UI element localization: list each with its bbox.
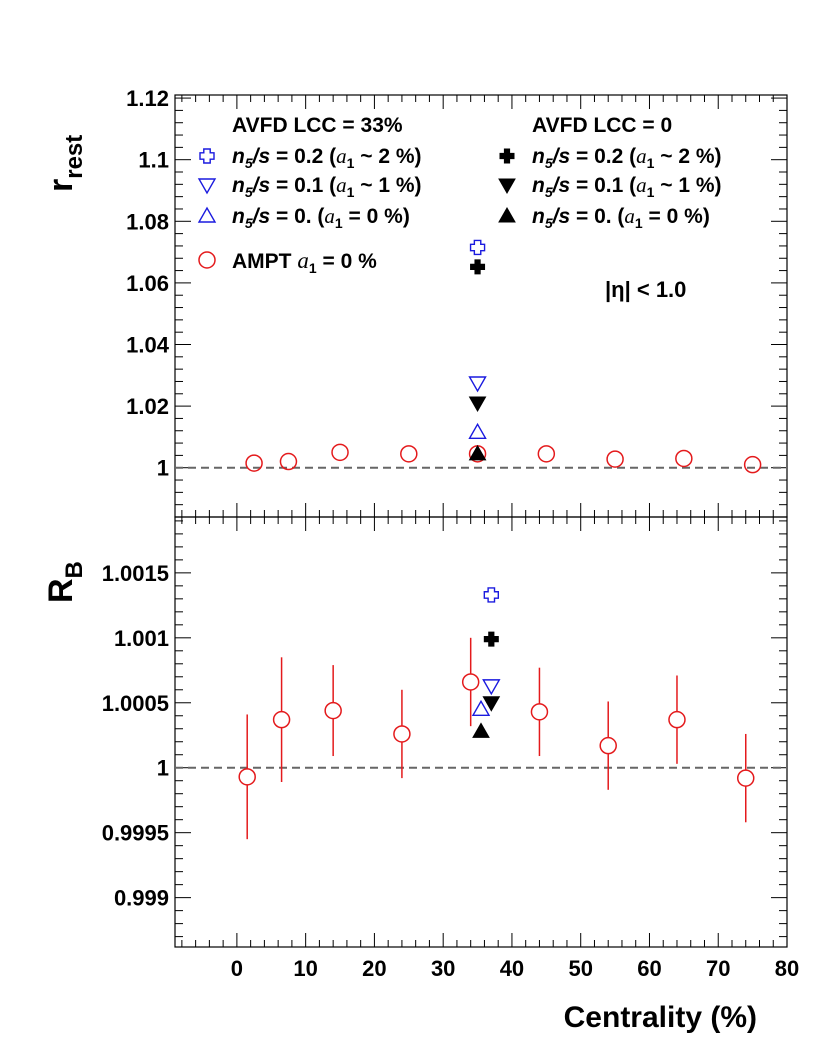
legend-row-0-left: n5/s = 0.2 (a1 ~ 2 %): [232, 144, 422, 171]
bottom-point-filled-cross: [483, 631, 499, 647]
legend-row-1-left: n5/s = 0.1 (a1 ~ 1 %): [232, 173, 422, 200]
top-y-tick-label: 1.1: [138, 148, 169, 173]
legend-row-1-right: n5/s = 0.1 (a1 ~ 1 %): [532, 173, 722, 200]
top-y-tick-label: 1.08: [126, 209, 169, 234]
x-tick-label: 50: [568, 956, 592, 981]
top-y-axis-title: rrest: [42, 135, 88, 192]
bottom-point-filled-tri-up: [472, 722, 490, 738]
x-tick-label: 30: [431, 956, 455, 981]
bottom-point-open-circle: [736, 769, 755, 787]
top-point-open-circle: [279, 452, 298, 471]
top-point-filled-tri-down: [468, 396, 487, 413]
legend-row-0-right: n5/s = 0.2 (a1 ~ 2 %): [532, 144, 722, 171]
legend-marker-open-tri-down: [197, 178, 217, 195]
bottom-y-tick-label: 1: [157, 756, 169, 781]
legend: AVFD LCC = 33% AVFD LCC = 0 n5/s = 0.2 (…: [197, 114, 722, 276]
bottom-point-open-cross: [483, 587, 500, 603]
bottom-point-open-circle: [393, 725, 411, 743]
top-point-open-tri-down: [468, 376, 487, 393]
bottom-y-tick-label: 0.9995: [102, 821, 169, 846]
top-y-tick-label: 1.06: [126, 271, 169, 296]
legend-row-2-left: n5/s = 0. (a1 = 0 %): [232, 204, 410, 231]
bottom-point-open-circle: [272, 710, 291, 729]
legend-header-lcc0: AVFD LCC = 0: [532, 114, 672, 137]
legend-marker-filled-tri-up: [498, 206, 516, 223]
top-y-axis-sub: rest: [61, 135, 88, 179]
top-point-open-circle: [537, 445, 556, 463]
legend-row-2: n5/s = 0. (a1 = 0 %) n5/s = 0. (a1 = 0 %…: [232, 204, 710, 231]
legend-markers: [197, 148, 516, 269]
top-y-tick-label: 1.04: [126, 333, 170, 358]
legend-marker-filled-tri-down: [498, 178, 516, 195]
top-point-open-tri-up: [468, 422, 487, 439]
legend-row-2-right: n5/s = 0. (a1 = 0 %): [532, 204, 710, 231]
top-data-points: [245, 239, 762, 474]
x-tick-label: 80: [775, 956, 799, 981]
legend-marker-open-cross: [199, 148, 215, 164]
bottom-point-open-circle: [324, 701, 342, 720]
top-y-axis-main: r: [42, 179, 80, 192]
top-axis-ticks: [175, 95, 788, 518]
bottom-y-tick-label: 1.001: [114, 626, 169, 651]
bottom-y-tick-label: 1.0015: [102, 561, 169, 586]
top-point-open-circle: [400, 445, 418, 463]
top-point-filled-cross: [470, 259, 486, 275]
bottom-axis-ticks: [175, 517, 788, 947]
top-point-open-circle: [606, 450, 624, 468]
x-tick-label: 70: [706, 956, 730, 981]
legend-marker-open-circle: [198, 251, 216, 269]
eta-annotation: |η| < 1.0: [605, 277, 686, 302]
top-point-open-circle: [245, 454, 263, 472]
top-y-tick-label: 1.02: [126, 394, 169, 419]
legend-marker-open-tri-up: [197, 206, 217, 223]
x-tick-label: 40: [500, 956, 524, 981]
legend-row-0: n5/s = 0.2 (a1 ~ 2 %) n5/s = 0.2 (a1 ~ 2…: [232, 144, 722, 171]
top-y-tick-label: 1.12: [126, 86, 169, 111]
top-point-open-cross: [469, 239, 486, 256]
bottom-point-open-circle: [238, 768, 256, 786]
x-axis-title: Centrality (%): [564, 1001, 757, 1034]
top-y-tick-label: 1: [157, 456, 169, 481]
bottom-point-open-tri-down: [482, 679, 501, 696]
top-point-open-circle: [743, 455, 762, 474]
bottom-y-tick-labels: 0.999 0.9995 1 1.0005 1.001 1.0015: [102, 561, 169, 911]
legend-ampt: AMPT a1 = 0 %: [232, 248, 377, 276]
top-y-tick-labels: 1 1.02 1.04 1.06 1.08 1.1 1.12: [126, 86, 170, 481]
bottom-y-axis-title: RB: [42, 561, 88, 603]
top-point-open-circle: [675, 449, 693, 468]
bottom-y-tick-label: 1.0005: [102, 691, 169, 716]
x-tick-label: 20: [362, 956, 386, 981]
bottom-panel-frame: [174, 516, 788, 948]
x-tick-label: 60: [637, 956, 661, 981]
x-tick-label: 10: [293, 956, 317, 981]
bottom-point-open-circle: [461, 673, 480, 691]
bottom-point-open-tri-up: [471, 699, 491, 716]
bottom-point-open-circle: [668, 710, 686, 729]
legend-header-lcc33: AVFD LCC = 33%: [232, 114, 403, 137]
bottom-point-open-circle: [530, 703, 549, 721]
top-point-open-circle: [331, 443, 349, 462]
bottom-y-tick-label: 0.999: [114, 886, 169, 911]
bottom-data-points: [238, 587, 755, 840]
legend-row-1: n5/s = 0.1 (a1 ~ 1 %) n5/s = 0.1 (a1 ~ 1…: [232, 173, 722, 200]
legend-marker-filled-cross: [499, 148, 515, 164]
top-point-filled-tri-up: [468, 444, 487, 461]
x-tick-labels: 0 10 20 30 40 50 60 70 80: [231, 956, 799, 981]
x-tick-label: 0: [231, 956, 243, 981]
bottom-y-axis-main: R: [42, 578, 80, 603]
bottom-point-open-circle: [599, 736, 617, 755]
bottom-point-filled-tri-down: [482, 696, 501, 712]
bottom-y-axis-sub: B: [61, 561, 88, 578]
